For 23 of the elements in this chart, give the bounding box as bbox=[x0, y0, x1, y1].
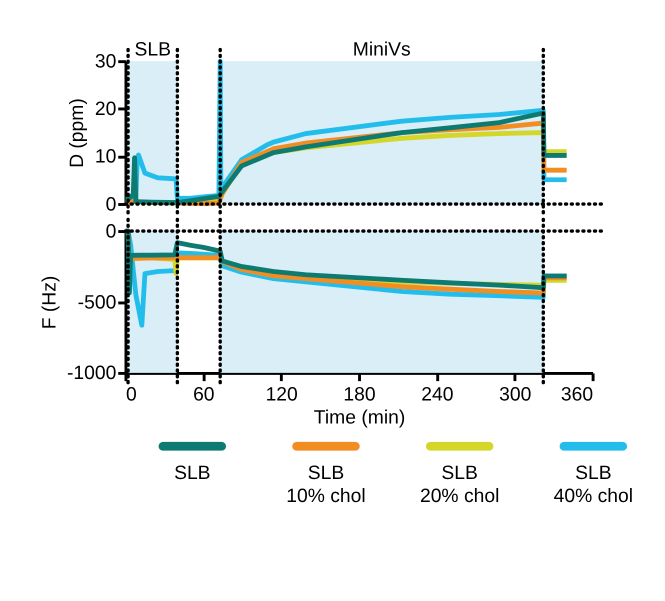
legend-label: SLB 40% chol bbox=[554, 463, 634, 508]
x-tick-label: 300 bbox=[499, 384, 532, 406]
x-axis-title: Time (min) bbox=[314, 408, 406, 429]
x-tick-label: 120 bbox=[266, 384, 298, 406]
legend-label: SLB 10% chol bbox=[286, 463, 366, 508]
y-tick-label: 20 bbox=[94, 99, 116, 120]
x-tick-label: 0 bbox=[126, 384, 137, 406]
y-tick-label: -1000 bbox=[66, 363, 116, 384]
x-tick-label: 240 bbox=[421, 384, 454, 406]
x-tick-label: 180 bbox=[343, 384, 376, 406]
y-tick-label: 30 bbox=[94, 51, 116, 72]
y-axis-title: F (Hz) bbox=[39, 276, 60, 330]
legend-label: SLB 20% chol bbox=[420, 463, 500, 508]
y-tick-label: 0 bbox=[106, 194, 116, 216]
y-tick-label: 10 bbox=[94, 146, 116, 168]
band-label: MiniVs bbox=[352, 39, 411, 60]
legend-label: SLB bbox=[174, 463, 211, 484]
y-tick-label: 0 bbox=[106, 221, 116, 242]
y-axis-title: D (ppm) bbox=[67, 98, 88, 168]
x-tick-label: 360 bbox=[560, 384, 594, 406]
y-tick-label: -500 bbox=[78, 292, 116, 314]
x-tick-label: 60 bbox=[193, 384, 215, 406]
band-label: SLB bbox=[134, 39, 171, 60]
